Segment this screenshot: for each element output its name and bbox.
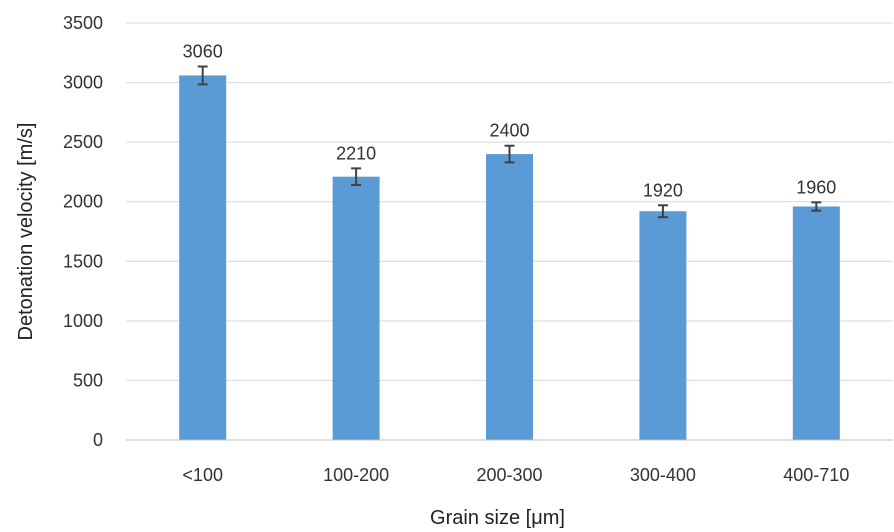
x-tick-label: 100-200 [323, 465, 389, 485]
x-axis-title: Grain size [μm] [430, 507, 565, 529]
y-tick-label: 500 [73, 370, 103, 390]
x-tick-label: 400-710 [783, 465, 849, 485]
bars [179, 75, 840, 441]
y-axis-tick-labels: 0 500 1000 1500 2000 2500 3000 3500 [63, 13, 103, 450]
y-tick-label: 3500 [63, 13, 103, 33]
y-axis-title: Detonation velocity [m/s] [15, 123, 37, 341]
y-tick-label: 2000 [63, 192, 103, 212]
data-label: 2210 [336, 143, 376, 163]
y-tick-label: 1500 [63, 251, 103, 271]
bar [792, 206, 840, 440]
bar [179, 75, 227, 441]
bar [639, 211, 687, 440]
error-bars [197, 65, 822, 219]
data-label: 1920 [643, 180, 683, 200]
bar [332, 176, 380, 441]
y-tick-label: 3000 [63, 73, 103, 93]
x-tick-label: <100 [182, 465, 223, 485]
data-label: 3060 [183, 41, 223, 61]
y-tick-label: 2500 [63, 132, 103, 152]
x-tick-label: 200-300 [476, 465, 542, 485]
x-tick-label: 300-400 [630, 465, 696, 485]
bar [486, 154, 533, 441]
data-label: 2400 [489, 121, 529, 141]
y-tick-label: 1000 [63, 311, 103, 331]
data-labels: 3060 2210 2400 1920 1960 [183, 41, 837, 200]
data-label: 1960 [796, 177, 836, 197]
x-axis-tick-labels: <100 100-200 200-300 300-400 400-710 [182, 465, 849, 485]
y-tick-label: 0 [93, 430, 103, 450]
